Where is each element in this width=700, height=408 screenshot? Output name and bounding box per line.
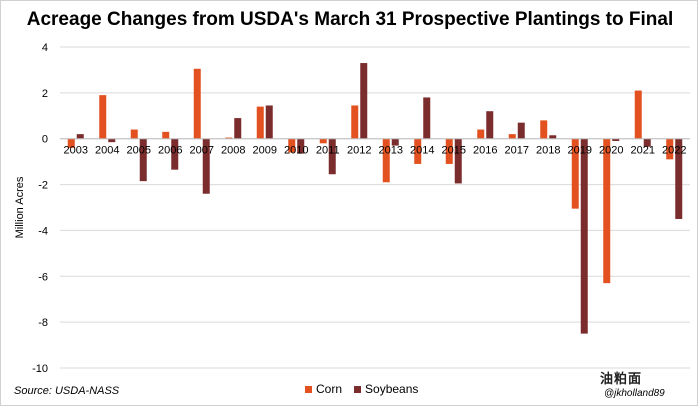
x-tick-label: 2021 (631, 145, 655, 157)
x-tick-label: 2007 (190, 145, 214, 157)
bar-corn-2014 (414, 138, 422, 164)
bar-soybeans-2006 (171, 138, 179, 170)
bar-soybeans-2020 (612, 138, 620, 142)
bar-soybeans-2022 (675, 138, 683, 219)
bar-corn-2017 (508, 134, 516, 139)
x-tick-label: 2014 (410, 145, 434, 157)
bar-soybeans-2019 (580, 138, 588, 334)
y-tick-label: -4 (38, 225, 48, 237)
bar-corn-2016 (477, 129, 485, 139)
bar-corn-2005 (130, 129, 138, 139)
bar-corn-2018 (540, 120, 548, 139)
y-tick-label: 0 (42, 134, 48, 146)
y-tick-label: -2 (38, 180, 48, 192)
x-tick-label: 2017 (505, 145, 529, 157)
bar-corn-2012 (351, 105, 359, 139)
y-tick-label: -6 (38, 271, 48, 283)
x-tick-label: 2008 (221, 145, 245, 157)
bar-corn-2006 (162, 131, 170, 139)
y-tick-label: 4 (42, 42, 48, 54)
bar-corn-2004 (99, 95, 107, 139)
bar-soybeans-2004 (108, 138, 116, 143)
x-tick-label: 2011 (316, 145, 340, 157)
bar-corn-2013 (382, 138, 390, 183)
bar-soybeans-2018 (549, 135, 557, 139)
bar-soybeans-2017 (517, 122, 525, 139)
y-tick-label: -10 (32, 363, 48, 375)
bar-corn-2019 (571, 138, 579, 209)
bar-corn-2010 (288, 138, 296, 153)
legend-item-corn: Corn (305, 382, 342, 396)
bar-soybeans-2007 (202, 138, 210, 194)
chart-title: Acreage Changes from USDA's March 31 Pro… (26, 9, 674, 30)
y-tick-label: 2 (42, 88, 48, 100)
bar-corn-2011 (319, 138, 327, 144)
bar-soybeans-2011 (328, 138, 336, 175)
bar-soybeans-2013 (391, 138, 399, 146)
legend-item-soybeans: Soybeans (354, 382, 418, 396)
legend: Corn Soybeans (305, 382, 430, 396)
x-tick-label: 2020 (599, 145, 623, 157)
x-tick-label: 2005 (127, 145, 151, 157)
x-tick-label: 2003 (64, 145, 88, 157)
bar-corn-2007 (193, 68, 201, 139)
author-handle: @jkholland89 (604, 388, 665, 399)
bar-soybeans-2016 (486, 111, 494, 139)
x-tick-label: 2004 (95, 145, 119, 157)
bar-soybeans-2015 (454, 138, 462, 184)
y-axis-label: Million Acres (14, 176, 26, 238)
bar-corn-2003 (67, 138, 75, 148)
x-tick-label: 2015 (442, 145, 466, 157)
x-tick-label: 2019 (568, 145, 592, 157)
x-tick-label: 2013 (379, 145, 403, 157)
legend-swatch-soybeans (354, 385, 362, 393)
x-tick-label: 2018 (536, 145, 560, 157)
bar-soybeans-2005 (139, 138, 147, 182)
bar-corn-2009 (256, 106, 264, 139)
legend-label-corn: Corn (316, 382, 343, 396)
legend-label-soybeans: Soybeans (365, 382, 419, 396)
y-tick-label: -8 (38, 317, 48, 329)
x-tick-label: 2010 (284, 145, 308, 157)
bar-corn-2020 (603, 138, 611, 284)
x-tick-label: 2009 (253, 145, 277, 157)
bar-corn-2015 (445, 138, 453, 164)
bar-corn-2022 (666, 138, 674, 160)
bar-soybeans-2014 (423, 97, 431, 139)
x-tick-label: 2006 (158, 145, 182, 157)
bar-corn-2021 (634, 90, 642, 139)
bar-soybeans-2021 (643, 138, 651, 147)
x-tick-label: 2022 (662, 145, 686, 157)
x-tick-label: 2016 (473, 145, 497, 157)
bar-soybeans-2008 (234, 118, 242, 139)
bar-soybeans-2010 (297, 138, 305, 154)
source-note: Source: USDA-NASS (14, 385, 120, 397)
watermark: 油粕面 (600, 371, 643, 386)
legend-swatch-corn (305, 385, 312, 393)
bar-corn-2008 (225, 137, 233, 139)
bar-soybeans-2003 (76, 134, 84, 139)
x-tick-label: 2012 (347, 145, 371, 157)
bar-soybeans-2009 (265, 105, 273, 139)
bar-soybeans-2012 (360, 63, 368, 139)
